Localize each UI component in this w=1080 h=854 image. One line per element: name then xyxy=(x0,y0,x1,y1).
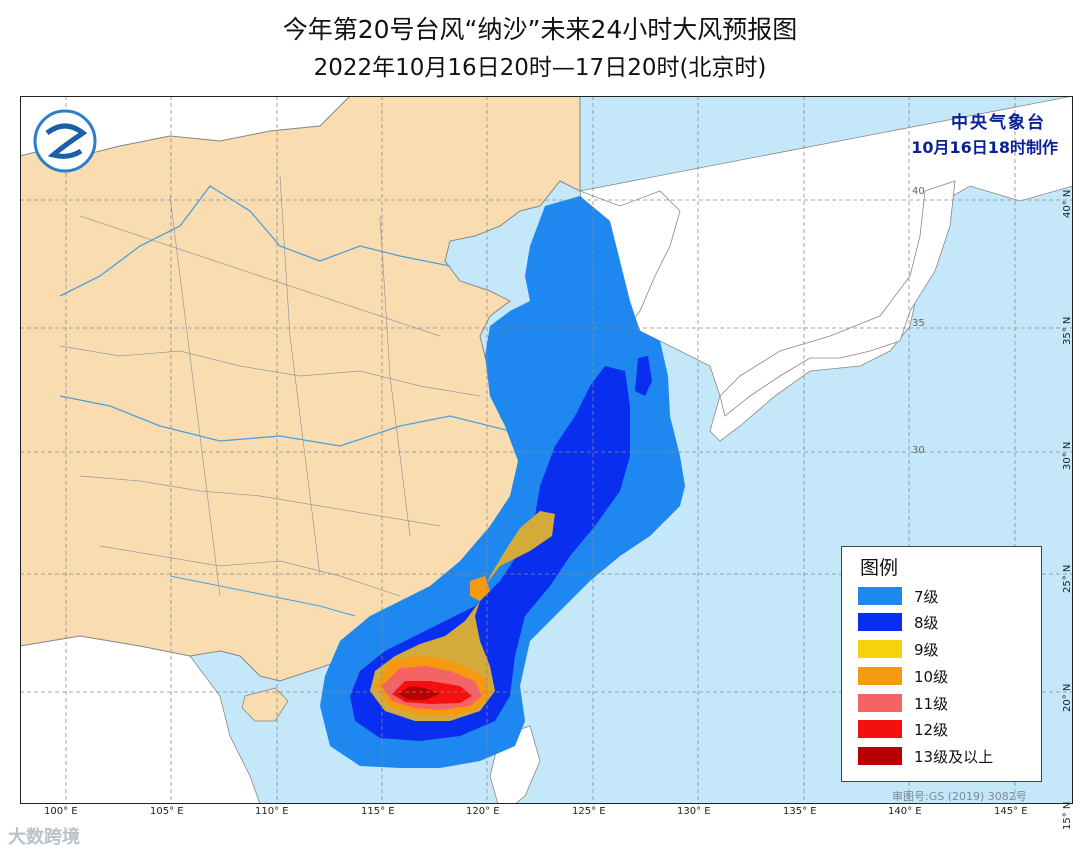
made-time: 10月16日18时制作 xyxy=(911,138,1058,157)
lat-label: 25° N xyxy=(1062,564,1073,593)
lat-label: 15° N xyxy=(1062,801,1073,830)
lon-label: 100° E xyxy=(44,806,78,817)
lat-label: 35° N xyxy=(1062,316,1073,345)
lon-label: 105° E xyxy=(150,806,184,817)
map-frame xyxy=(20,96,1073,804)
legend-swatch xyxy=(858,587,902,605)
lon-label: 110° E xyxy=(255,806,289,817)
legend-label: 7级 xyxy=(914,588,939,606)
hainan-island xyxy=(241,687,289,722)
lon-label: 115° E xyxy=(361,806,395,817)
yangtze-river xyxy=(59,395,511,447)
inner-lat-label: 35 xyxy=(912,318,925,329)
legend-title: 图例 xyxy=(860,557,899,579)
lon-label: 145° E xyxy=(994,806,1028,817)
legend-label: 11级 xyxy=(914,695,949,713)
inner-lat-label: 30 xyxy=(912,445,925,456)
lat-label: 30° N xyxy=(1062,441,1073,470)
japan-honshu xyxy=(719,180,956,417)
legend-label: 9级 xyxy=(914,641,939,659)
legend-swatch xyxy=(858,694,902,712)
legend-swatch xyxy=(858,747,902,765)
map-title: 今年第20号台风“纳沙”未来24小时大风预报图 xyxy=(282,15,798,44)
graticule xyxy=(20,96,1073,804)
wind-zone-level8-small xyxy=(635,356,652,396)
legend-swatch xyxy=(858,667,902,685)
lat-label: 20° N xyxy=(1062,683,1073,712)
lon-label: 120° E xyxy=(466,806,500,817)
watermark: 大数跨境 xyxy=(8,827,80,848)
lon-label: 140° E xyxy=(888,806,922,817)
legend-label: 13级及以上 xyxy=(914,748,994,766)
lon-label: 125° E xyxy=(572,806,606,817)
inner-lat-label: 40 xyxy=(912,186,925,197)
province-borders xyxy=(59,175,481,597)
agency-name: 中央气象台 xyxy=(951,113,1046,133)
wind-zone-level7 xyxy=(320,196,685,768)
legend-label: 12级 xyxy=(914,721,949,739)
legend-swatch xyxy=(858,720,902,738)
legend-swatch xyxy=(858,613,902,631)
map-approval-number: 审图号:GS (2019) 3082号 xyxy=(892,790,1027,803)
cma-logo-icon xyxy=(33,109,97,173)
pearl-river xyxy=(169,575,356,617)
lon-label: 135° E xyxy=(783,806,817,817)
legend-label: 8级 xyxy=(914,614,939,632)
legend-label: 10级 xyxy=(914,668,949,686)
wind-zone-level10-small xyxy=(470,576,490,601)
wind-forecast-map xyxy=(20,96,1073,804)
map-subtitle: 2022年10月16日20时—17日20时(北京时) xyxy=(313,55,767,81)
lon-label: 130° E xyxy=(677,806,711,817)
legend-swatch xyxy=(858,640,902,658)
lat-label: 40° N xyxy=(1062,189,1073,218)
yellow-river xyxy=(59,185,451,297)
wind-zone-level13 xyxy=(398,686,440,700)
legend: 图例 7级 8级 9级 10级 11级 12级 13级及以上 xyxy=(841,546,1042,782)
